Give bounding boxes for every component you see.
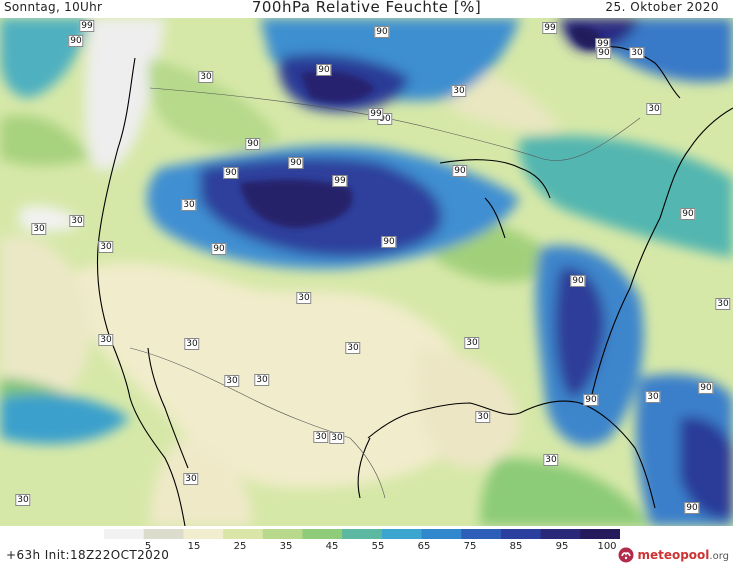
contour-label: 30 xyxy=(646,103,662,115)
colorbar-gradient xyxy=(104,529,620,539)
contour-label: 30 xyxy=(31,223,47,235)
contour-label: 99 xyxy=(79,20,95,32)
contour-label: 30 xyxy=(69,215,85,227)
contour-label: 30 xyxy=(645,391,661,403)
contour-label: 30 xyxy=(451,85,467,97)
colorbar-segment xyxy=(342,529,383,539)
colorbar-tick: 45 xyxy=(325,541,339,552)
contour-label: 90 xyxy=(452,165,468,177)
colorbar-segment xyxy=(461,529,502,539)
header: Sonntag, 10Uhr 700hPa Relative Feuchte [… xyxy=(0,0,733,18)
colorbar-tick: 65 xyxy=(417,541,431,552)
contour-label: 30 xyxy=(329,432,345,444)
colorbar-segment xyxy=(421,529,462,539)
logo-text: meteopool.org xyxy=(637,548,729,562)
contour-label: 90 xyxy=(570,275,586,287)
contour-label: 30 xyxy=(15,494,31,506)
colorbar-tick: 85 xyxy=(509,541,523,552)
contour-label: 90 xyxy=(316,64,332,76)
coastline xyxy=(96,46,733,526)
colorbar-segment xyxy=(381,529,423,539)
contour-label: 90 xyxy=(245,138,261,150)
colorbar-tick: 15 xyxy=(187,541,201,552)
contour-label: 30 xyxy=(313,431,329,443)
colorbar-segment xyxy=(500,529,542,539)
borders xyxy=(129,87,641,499)
colorbar-tick: 25 xyxy=(233,541,247,552)
colorbar-tick: 75 xyxy=(463,541,477,552)
colorbar-tick: 35 xyxy=(279,541,293,552)
colorbar-segment xyxy=(183,529,224,539)
meteopool-logo[interactable]: meteopool.org xyxy=(618,546,729,564)
contour-label: 90 xyxy=(596,47,612,59)
contour-label: 30 xyxy=(464,337,480,349)
contour-label: 30 xyxy=(715,298,731,310)
colorbar-segment xyxy=(143,529,184,539)
contour-label: 90 xyxy=(583,394,599,406)
valid-day-time: Sonntag, 10Uhr xyxy=(4,0,103,14)
contour-label: 99 xyxy=(368,108,384,120)
contour-label: 99 xyxy=(332,175,348,187)
contour-label: 30 xyxy=(184,338,200,350)
contour-label: 90 xyxy=(684,502,700,514)
contour-label: 30 xyxy=(183,473,199,485)
valid-date: 25. Oktober 2020 xyxy=(605,0,719,14)
contour-label: 30 xyxy=(296,292,312,304)
colorbar-tick: 55 xyxy=(371,541,385,552)
colorbar-segment xyxy=(262,529,303,539)
contour-label: 90 xyxy=(698,382,714,394)
contour-label: 90 xyxy=(211,243,227,255)
contour-label: 99 xyxy=(542,22,558,34)
contour-label: 30 xyxy=(98,241,114,253)
colorbar-tick: 5 xyxy=(144,541,152,552)
contour-label: 30 xyxy=(543,454,559,466)
footer: 5 15 25 35 45 55 65 75 85 95 100 +63h In… xyxy=(0,526,733,566)
contour-label: 90 xyxy=(381,236,397,248)
colorbar xyxy=(104,529,620,539)
colorbar-segment xyxy=(223,529,264,539)
contour-label: 30 xyxy=(629,47,645,59)
colorbar-tick: 95 xyxy=(555,541,569,552)
contour-label: 90 xyxy=(374,26,390,38)
map-title: 700hPa Relative Feuchte [%] xyxy=(251,0,482,16)
colorbar-segment xyxy=(302,529,343,539)
meteopool-icon xyxy=(618,547,634,563)
colorbar-segment xyxy=(104,529,145,539)
colorbar-segment xyxy=(580,529,620,539)
contour-label: 30 xyxy=(475,411,491,423)
contour-label: 30 xyxy=(98,334,114,346)
colorbar-tick: 100 xyxy=(597,541,617,552)
map-canvas xyxy=(0,18,733,526)
contour-label: 30 xyxy=(254,374,270,386)
colorbar-segment xyxy=(540,529,581,539)
contour-label: 30 xyxy=(224,375,240,387)
contour-label: 90 xyxy=(68,35,84,47)
contour-label: 30 xyxy=(345,342,361,354)
contour-label: 90 xyxy=(288,157,304,169)
contour-label: 30 xyxy=(181,199,197,211)
humidity-map: 99 90 90 90 99 99 30 90 30 90 99 90 99 9… xyxy=(0,18,733,526)
run-info: +63h Init:18Z22OCT2020 xyxy=(6,548,170,562)
contour-label: 30 xyxy=(198,71,214,83)
contour-label: 90 xyxy=(223,167,239,179)
contour-label: 90 xyxy=(680,208,696,220)
